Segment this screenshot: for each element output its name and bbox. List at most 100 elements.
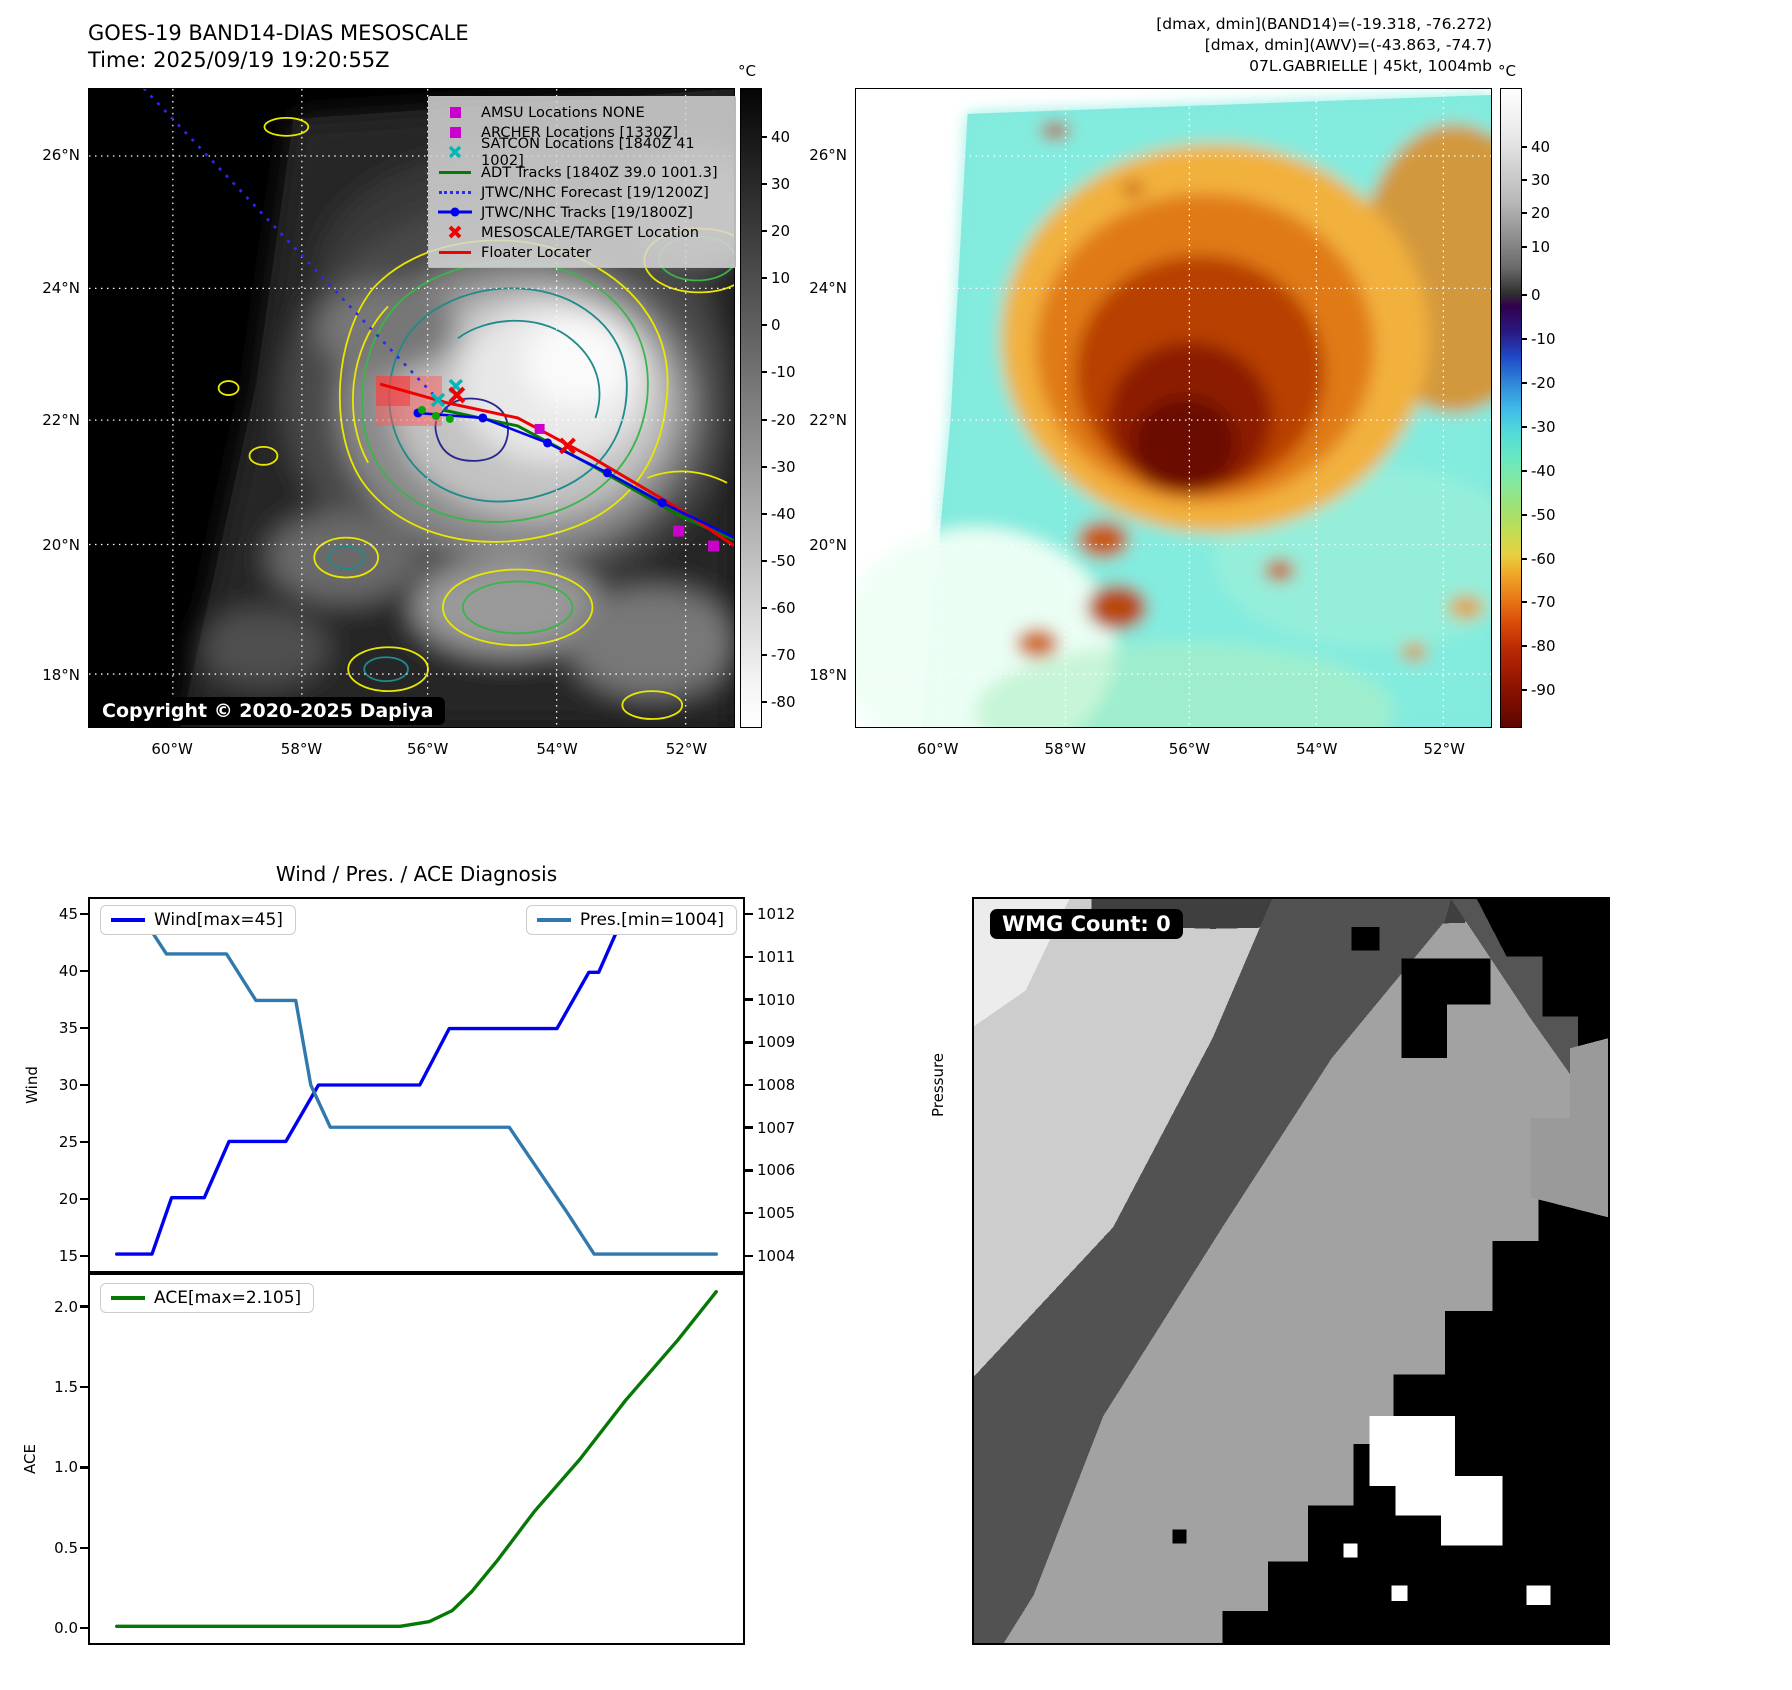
- legend-label: Floater Locater: [481, 243, 592, 261]
- legend-label: MESOSCALE/TARGET Location: [481, 223, 699, 241]
- awv-colorbar-tick-label: -50: [1531, 505, 1556, 524]
- legend-item-satcon: SATCON Locations [1840Z 41 1002]: [435, 135, 729, 169]
- c1-right-tickmark: [745, 1126, 753, 1129]
- c1-right-tickmark: [745, 1169, 753, 1172]
- wmg-gray-notch: [1530, 1038, 1608, 1218]
- c1-right-tick-label: 1005: [757, 1204, 796, 1223]
- band14-lat-tick-label: 26°N: [42, 146, 80, 165]
- wind-legend-label: Wind[max=45]: [154, 910, 283, 930]
- legend-item-floater: Floater Locater: [435, 242, 729, 262]
- band14-colorbar-tick-label: -20: [771, 410, 796, 429]
- wmg-segmentation-image: [974, 899, 1608, 1643]
- band14-colorbar-tick-label: -80: [771, 692, 796, 711]
- adt-fix-markers: [417, 406, 454, 423]
- legend-label: ADT Tracks [1840Z 39.0 1001.3]: [481, 163, 718, 181]
- wmg-count-badge: WMG Count: 0: [990, 909, 1183, 939]
- band14-lon-tick-label: 60°W: [151, 740, 193, 758]
- band14-colorbar-tickmark: [762, 230, 767, 233]
- band14-colorbar-tick-label: -40: [771, 504, 796, 523]
- awv-lat-tick-label: 20°N: [809, 535, 847, 554]
- satcon-x-icon: [435, 145, 475, 159]
- c1-left-tick-label: 35: [58, 1019, 78, 1038]
- c1-left-tick-label: 20: [58, 1189, 78, 1208]
- c1-right-tickmark: [745, 955, 753, 959]
- awv-colorbar-tick-label: 0: [1531, 285, 1541, 304]
- c2-left-tick-label: 1.0: [54, 1458, 78, 1477]
- legend-label: ARCHER Locations [1330Z]: [481, 123, 679, 141]
- c1-left-tickmark: [80, 1026, 88, 1030]
- awv-colorbar-tickmark: [1522, 469, 1527, 472]
- c1-right-tickmark: [745, 1083, 753, 1087]
- band14-colorbar-tickmark: [762, 277, 767, 280]
- legend-label: AMSU Locations NONE: [481, 103, 645, 121]
- c2-left-tick-label: 2.0: [54, 1297, 78, 1316]
- wmg-map-panel: [972, 897, 1610, 1645]
- c2-left-tick-label: 0.5: [54, 1538, 78, 1557]
- band14-lat-tick-label: 22°N: [42, 411, 80, 430]
- wind-line-icon: [111, 918, 145, 922]
- archer-square-icon: [435, 126, 475, 138]
- band14-colorbar-tickmark: [762, 371, 767, 374]
- copyright-text: Copyright © 2020-2025 Dapiya: [102, 700, 434, 722]
- band14-colorbar-tick-label: 20: [771, 222, 791, 241]
- wmg-black-region: [1222, 899, 1608, 1643]
- archer-markers: [534, 423, 720, 552]
- band14-colorbar-tick-label: -50: [771, 551, 796, 570]
- c1-left-tickmark: [80, 1083, 88, 1087]
- ace-plot-area: [115, 1290, 718, 1628]
- target-x-icon: [435, 225, 475, 239]
- ace-legend: ACE[max=2.105]: [100, 1283, 315, 1313]
- legend-item-adt: ADT Tracks [1840Z 39.0 1001.3]: [435, 162, 729, 182]
- legend-item-target: MESOSCALE/TARGET Location: [435, 222, 729, 242]
- legend-label: JTWC/NHC Forecast [19/1200Z]: [481, 183, 709, 201]
- band14-map-panel: [88, 88, 735, 728]
- awv-range-text: [dmax, dmin](AWV)=(-43.863, -74.7): [1204, 36, 1492, 54]
- ace-chart: [88, 1273, 745, 1645]
- forecast-dotted-line-icon: [435, 190, 475, 194]
- awv-lat-tick-label: 18°N: [809, 665, 847, 684]
- awv-colorbar-tickmark: [1522, 337, 1527, 340]
- awv-lat-tick-label: 24°N: [809, 279, 847, 297]
- map-grid: [856, 89, 1491, 727]
- amsu-square-icon: [435, 106, 475, 118]
- legend-item-forecast: JTWC/NHC Forecast [19/1200Z]: [435, 182, 729, 202]
- pressure-legend-label: Pres.[min=1004]: [579, 910, 724, 930]
- awv-map-panel: [855, 88, 1492, 728]
- band14-lon-tick-label: 52°W: [665, 740, 708, 758]
- wind-pressure-plot-area: [115, 914, 718, 1256]
- c1-left-tick-label: 15: [58, 1246, 78, 1265]
- jtwc-track-line: [413, 408, 734, 539]
- band14-colorbar-tick-label: -30: [771, 457, 796, 476]
- band14-satellite-image: [89, 89, 734, 727]
- c2-left-tick-label: 0.0: [54, 1619, 78, 1638]
- series-line-left: [115, 1290, 718, 1628]
- c1-right-tick-label: 1006: [757, 1161, 796, 1180]
- awv-colorbar-unit: °C: [1498, 62, 1516, 80]
- band14-colorbar-tickmark: [762, 183, 767, 186]
- adt-line-icon: [435, 170, 475, 174]
- c1-right-tick-label: 1008: [757, 1076, 796, 1094]
- header-info-block: [dmax, dmin](BAND14)=(-19.318, -76.272) …: [1156, 14, 1492, 77]
- wmg-white-patches: [1343, 1416, 1551, 1606]
- band14-colorbar-tick-label: 30: [771, 175, 791, 194]
- band14-colorbar-unit: °C: [738, 62, 756, 80]
- c2-left-tick-label: 1.5: [54, 1378, 78, 1397]
- awv-colorbar-tickmark: [1522, 601, 1527, 604]
- band14-colorbar-tickmark: [762, 653, 767, 656]
- c1-left-tick-label: 25: [58, 1132, 78, 1151]
- awv-colorbar-tick-label: -70: [1531, 593, 1556, 612]
- c1-right-tick-label: 1007: [757, 1118, 796, 1137]
- c1-right-tick-label: 1004: [757, 1246, 796, 1265]
- band14-lon-tick-label: 56°W: [406, 740, 449, 758]
- wmg-lightgray-region: [974, 899, 1273, 1377]
- c1-right-tickmark: [745, 1254, 753, 1258]
- band14-colorbar-tickmark: [762, 559, 767, 562]
- c1-left-tick-label: 30: [58, 1076, 78, 1094]
- c1-left-tickmark: [80, 1254, 88, 1258]
- band14-colorbar-tickmark: [762, 418, 767, 421]
- ace-line-icon: [111, 1296, 145, 1300]
- awv-colorbar-tick-label: -80: [1531, 637, 1556, 656]
- c1-left-tickmark: [80, 912, 88, 916]
- band14-colorbar-tickmark: [762, 512, 767, 515]
